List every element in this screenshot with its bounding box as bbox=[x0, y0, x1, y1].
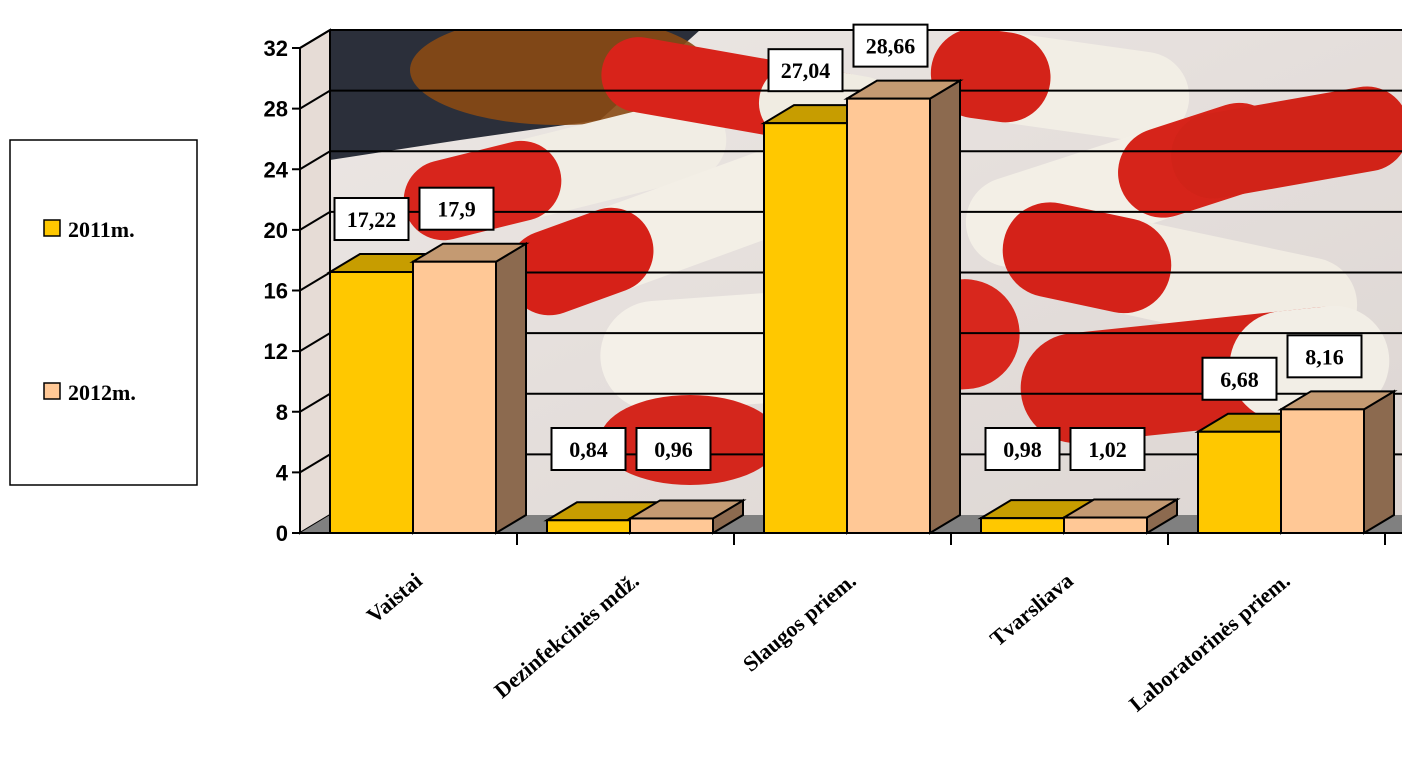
data-label-box bbox=[550, 427, 627, 471]
gridline-side bbox=[299, 271, 331, 292]
bars bbox=[326, 78, 1398, 535]
data-label-box bbox=[984, 427, 1061, 471]
bar-2012m-4 bbox=[1280, 408, 1365, 535]
data-label-box bbox=[852, 23, 929, 68]
data-label-box bbox=[1201, 356, 1278, 401]
legend-swatch-2011 bbox=[43, 219, 61, 237]
data-label: 17,22 bbox=[347, 207, 397, 232]
gridline-side bbox=[299, 211, 331, 231]
bar-2012m-2 bbox=[846, 97, 931, 534]
data-labels: 17,22 17,9 0,84 0,96 27,04 28,66 0,98 1,02 6,68 8… bbox=[333, 23, 1363, 471]
bar-side bbox=[929, 78, 961, 535]
category-label: Laboratorinės priem. bbox=[1124, 568, 1295, 717]
data-label: 8,16 bbox=[1305, 344, 1344, 369]
legend: 2011m. 2012m. bbox=[9, 139, 198, 486]
y-tick-label: 32 bbox=[264, 36, 288, 61]
bar-2012m-1 bbox=[629, 517, 714, 535]
data-label-box bbox=[418, 186, 495, 231]
bar-2011m-0 bbox=[329, 271, 414, 534]
legend-label-2011: 2011m. bbox=[68, 217, 135, 242]
bar-2011m-2 bbox=[763, 122, 848, 535]
bar-2011m-4 bbox=[1197, 430, 1282, 535]
legend-swatch-2012 bbox=[43, 382, 61, 400]
y-tick-label: 4 bbox=[276, 460, 289, 485]
y-tick-label: 20 bbox=[264, 218, 288, 243]
data-label-box bbox=[635, 427, 712, 471]
category-label: Tvarsliava bbox=[985, 568, 1078, 652]
gridline-side bbox=[299, 150, 331, 171]
gridline-side bbox=[299, 453, 331, 474]
bar-side bbox=[495, 241, 527, 535]
data-label-box bbox=[1069, 427, 1146, 471]
data-label: 17,9 bbox=[437, 197, 476, 222]
gridline-side bbox=[299, 89, 331, 110]
legend-label-2012: 2012m. bbox=[68, 380, 136, 405]
data-label: 0,96 bbox=[654, 437, 693, 462]
bar-2011m-1 bbox=[546, 519, 631, 534]
y-tick-label: 16 bbox=[264, 279, 288, 304]
data-label: 0,98 bbox=[1003, 437, 1042, 462]
y-tick-label: 8 bbox=[276, 400, 288, 425]
category-label: Dezinfekcinės mdž. bbox=[489, 568, 644, 703]
data-label: 27,04 bbox=[781, 58, 831, 83]
data-label: 0,84 bbox=[569, 437, 608, 462]
data-label-box bbox=[767, 48, 844, 93]
category-label: Vaistai bbox=[362, 568, 427, 628]
legend-box bbox=[9, 139, 198, 486]
data-label: 1,02 bbox=[1088, 437, 1127, 462]
data-label-box bbox=[333, 197, 410, 242]
gridline-side bbox=[299, 332, 331, 352]
bar-2012m-0 bbox=[412, 260, 497, 534]
category-labels: Vaistai Dezinfekcinės mdž. Slaugos priem. T… bbox=[362, 568, 1295, 717]
data-label-box bbox=[1286, 334, 1363, 379]
bar-2011m-3 bbox=[980, 517, 1065, 534]
gridline-side bbox=[299, 29, 331, 49]
data-label: 6,68 bbox=[1220, 367, 1259, 392]
gridline-side bbox=[299, 392, 331, 413]
y-tick-label: 0 bbox=[276, 521, 288, 546]
bar-2012m-3 bbox=[1063, 516, 1148, 535]
category-label: Slaugos priem. bbox=[738, 568, 861, 677]
data-label: 28,66 bbox=[866, 34, 916, 59]
bar-side bbox=[1363, 389, 1395, 535]
y-tick-label: 28 bbox=[264, 97, 288, 122]
y-tick-label: 12 bbox=[264, 339, 288, 364]
y-tick-label: 24 bbox=[264, 157, 289, 182]
